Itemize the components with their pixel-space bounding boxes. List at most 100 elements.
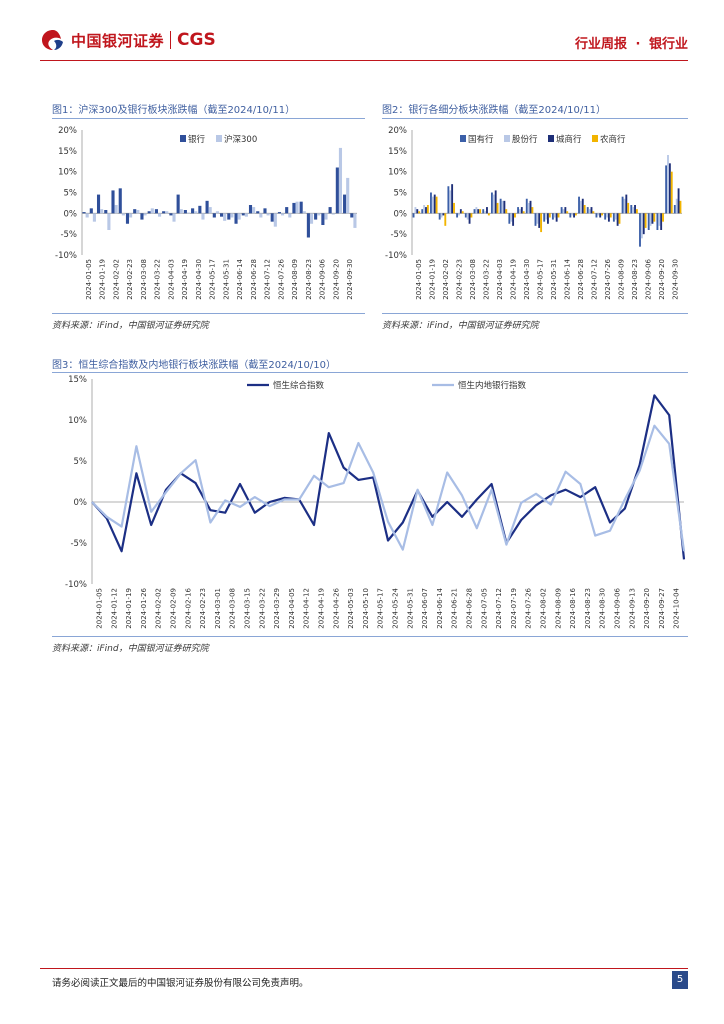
chart0-bar-沪深300 [121,213,125,216]
chart1-bar-城商行 [503,200,506,214]
chart2-xtick-label: 2024-07-12 [495,588,503,629]
chart1-bar-城商行 [529,200,532,214]
chart1-bar-农商行 [644,213,647,228]
chart1-bar-农商行 [662,213,664,222]
chart0-bar-银行 [263,208,267,214]
chart1-bar-城商行 [433,194,436,214]
chart0-ytick-label: -5% [60,230,77,240]
chart0-bar-银行 [292,202,296,214]
chart0-bar-沪深300 [252,207,256,214]
chart2-ytick-label: 5% [74,457,88,467]
chart0-bar-沪深300 [179,209,183,214]
chart0-bar-银行 [227,213,231,220]
chart2-xtick-label: 2024-05-31 [406,588,414,629]
chart1-bar-国有行 [456,213,459,218]
chart0-bar-银行 [241,213,245,216]
chart1-bar-股份行 [458,213,460,216]
chart1-bar-股份行 [640,213,643,239]
chart1-xtick-label: 2024-09-30 [671,259,679,300]
chart2-line-恒生综合指数 [91,394,686,560]
figure2-bottom-rule [382,313,688,314]
page-number: 5 [672,971,688,989]
chart1-bar-国有行 [560,207,563,214]
chart2-xtick-label: 2024-10-04 [673,587,681,628]
chart1-xtick-label: 2024-07-26 [604,258,612,299]
chart0-bar-沪深300 [237,213,241,220]
chart0-bar-沪深300 [346,177,350,214]
chart0-bar-沪深300 [309,213,314,224]
chart1-bar-农商行 [548,213,551,218]
chart0-bar-银行 [220,213,224,217]
chart1-bar-城商行 [677,188,680,214]
chart1-bar-农商行 [557,213,560,218]
chart1-bar-农商行 [583,205,586,214]
chart0-xtick-label: 2024-03-08 [140,259,148,300]
chart0-bar-银行 [285,207,289,214]
chart1-bar-农商行 [540,213,543,233]
chart2-xtick-label: 2024-02-23 [199,588,207,629]
chart0-bar-银行 [306,213,310,238]
chart1-bar-股份行 [440,213,443,218]
chart0-xtick-label: 2024-09-20 [332,259,340,300]
chart2-xtick-label: 2024-03-08 [229,588,237,629]
chart1-bar-农商行 [444,213,447,226]
chart1-bar-国有行 [412,213,415,218]
chart1-bar-城商行 [555,213,558,222]
chart1-bar-股份行 [423,205,426,214]
chart1-bar-农商行 [435,196,438,214]
chart0-xtick-label: 2024-09-06 [319,258,327,299]
chart1-bar-城商行 [607,213,610,222]
chart0-bar-沪深300 [302,211,306,214]
figure1-title-rule [52,118,365,119]
chart0-bar-沪深300 [100,209,104,214]
chart0-bar-沪深300 [273,213,277,227]
chart1-xtick-label: 2024-05-17 [536,259,544,300]
chart0-xtick-label: 2024-05-31 [222,259,230,300]
chart0-bar-银行 [162,211,166,214]
chart1-bar-农商行 [496,202,499,214]
chart1-bar-农商行 [566,211,569,214]
chart2-xtick-label: 2024-03-15 [244,588,252,629]
logo-separator [170,31,172,49]
chart2-xtick-label: 2024-01-19 [125,588,133,629]
chart2-xtick-label: 2024-08-09 [554,588,562,629]
chart0-bar-沪深300 [129,213,133,218]
chart1-ytick-label: 5% [394,189,408,199]
chart1-bar-农商行 [635,209,638,214]
chart1-xtick-label: 2024-09-20 [658,259,666,300]
chart1-bar-国有行 [639,213,641,247]
chart1-bar-股份行 [571,213,574,216]
chart0-legend-label: 银行 [188,134,206,145]
chart2-xtick-label: 2024-06-14 [436,587,444,628]
chart1-bar-城商行 [642,213,645,235]
chart1-ytick-label: -10% [385,251,407,261]
chart0-ytick-label: 0% [64,209,78,219]
footer-disclaimer: 请务必阅读正文最后的中国银河证券股份有限公司免责声明。 [52,978,309,989]
chart1-xtick-label: 2024-01-19 [428,259,436,300]
figure3-title: 图3：恒生综合指数及内地银行板块涨跌幅（截至2024/10/10） [52,360,336,371]
chart1-bar-农商行 [470,213,473,218]
chart2-xtick-label: 2024-01-12 [110,588,118,629]
chart0-bar-沪深300 [150,208,154,214]
chart2-xtick-label: 2024-04-19 [318,588,326,629]
chart0-bar-银行 [321,213,325,225]
chart2-xtick-label: 2024-01-26 [140,587,148,628]
chart1-bar-国有行 [578,196,580,214]
chart1-xtick-label: 2024-09-06 [644,258,652,299]
chart1-xtick-label: 2024-02-23 [455,259,463,300]
chart0-bar-沪深300 [85,213,89,218]
chart2-xtick-label: 2024-02-02 [155,588,163,629]
chart2-ytick-label: 10% [68,416,87,426]
chart2-xtick-label: 2024-04-12 [303,588,311,629]
chart1-legend-swatch [592,135,598,142]
chart0-xtick-label: 2024-04-30 [195,259,203,300]
chart1-ytick-label: 0% [394,209,408,219]
chart0-xtick-label: 2024-09-30 [346,259,354,300]
chart1-bar-股份行 [527,202,530,214]
chart1-bar-农商行 [426,205,429,214]
chart0-ytick-label: 10% [58,168,77,178]
chart1-legend-swatch [460,135,466,142]
industry-name: 银行业 [648,37,688,52]
chart2-legend-label: 恒生综合指数 [273,380,325,391]
chart0-bar-沪深300 [92,213,96,222]
